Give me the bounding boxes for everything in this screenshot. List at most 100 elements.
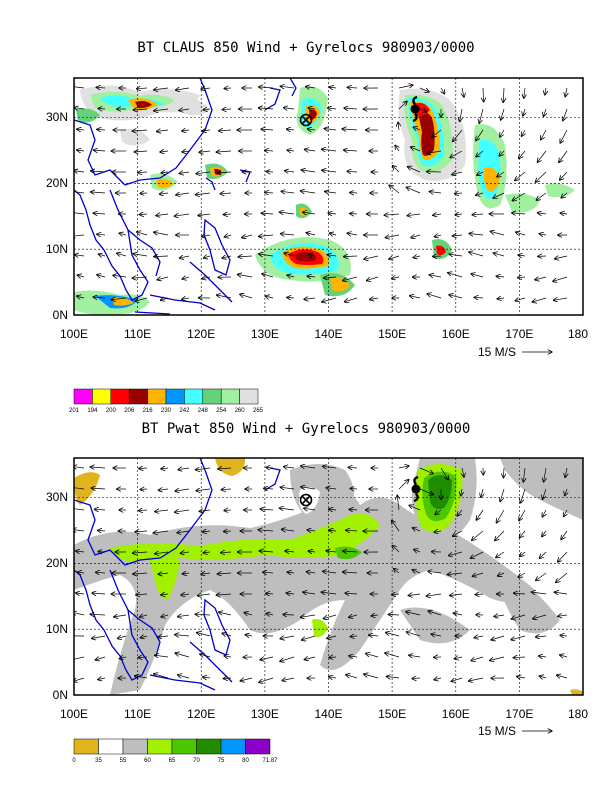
wind-vector (140, 489, 148, 490)
wind-vector (139, 214, 148, 215)
wind-vector (406, 612, 421, 616)
wind-vector (544, 467, 546, 482)
x-tick-label: 100E (60, 707, 88, 721)
wind-vector (513, 593, 526, 594)
y-axis-labels-claus: 0N 10N 20N 30N (46, 110, 68, 322)
wind-vector (260, 509, 274, 510)
wind-vector (279, 212, 295, 214)
wind-vector (391, 277, 400, 279)
wind-vector (306, 572, 316, 573)
wind-vector (398, 85, 413, 88)
wind-vector (392, 166, 400, 173)
wind-vector (493, 253, 505, 256)
wind-vector (479, 108, 484, 124)
wind-vector (202, 277, 211, 279)
wind-vector (264, 150, 274, 151)
wind-vector (266, 172, 274, 173)
wind-vector (74, 212, 85, 215)
wind-vector (287, 150, 295, 151)
colorbar-label: 265 (253, 408, 264, 414)
wind-vector (266, 593, 274, 594)
wind-vector (343, 150, 358, 151)
wind-vector (77, 572, 85, 573)
wind-vector (280, 656, 295, 661)
wind-vector (520, 488, 526, 503)
wind-vector (560, 635, 568, 636)
wind-vector (154, 109, 169, 111)
wind-vector (258, 108, 274, 109)
wind-vector (136, 232, 148, 235)
wind-vector (98, 678, 106, 680)
wind-vector (461, 488, 462, 496)
wind-vector (323, 614, 337, 619)
wind-vector (174, 510, 190, 512)
wind-vector (389, 256, 400, 259)
wind-vector (322, 297, 337, 302)
wind-vector (287, 275, 295, 277)
wind-vector (366, 653, 379, 658)
wind-vector (201, 235, 211, 237)
wind-vector (74, 108, 85, 109)
colorbar-swatch (220, 388, 240, 405)
wind-vector (512, 213, 526, 214)
wind-vector (284, 253, 295, 256)
wind-vector (261, 129, 274, 130)
wind-vector (301, 466, 316, 468)
wind-vector (553, 276, 568, 281)
wind-vector (135, 531, 148, 532)
vector-scale-claus: 15 M/S (478, 345, 552, 359)
wind-vector (176, 193, 190, 195)
colorbar-swatch (171, 738, 197, 755)
wind-vector (93, 213, 106, 214)
wind-vector (406, 187, 421, 194)
wind-vector (344, 108, 358, 109)
wind-vector (224, 510, 232, 511)
wind-vector (407, 167, 421, 173)
wind-vector (457, 509, 463, 516)
wind-vector (304, 149, 316, 151)
wind-vector (513, 657, 526, 658)
x-tick-label: 130E (251, 707, 279, 721)
wind-vector (96, 87, 106, 88)
wind-vector (74, 656, 85, 660)
wind-vector (178, 615, 190, 617)
x-axis-labels-pwat: 100E 110E 120E 130E 140E 150E 160E 170E … (60, 707, 588, 721)
x-tick-label: 120E (187, 327, 215, 341)
wind-vector (304, 298, 316, 299)
colorbar-swatch (73, 738, 99, 755)
wind-vector (564, 509, 568, 517)
wind-vector (301, 635, 316, 640)
wind-vector (518, 572, 526, 577)
wind-vector (434, 235, 442, 237)
wind-vector (138, 172, 148, 173)
colorbar-label: 55 (120, 758, 127, 764)
wind-vector (518, 277, 526, 278)
wind-vector (161, 172, 169, 173)
wind-vector (133, 109, 148, 110)
wind-vector (139, 615, 148, 617)
wind-vector (196, 489, 211, 491)
x-tick-label: 160E (442, 327, 470, 341)
wind-vector (300, 191, 316, 193)
wind-vector (392, 545, 400, 553)
wind-vector (398, 122, 399, 131)
wind-vector (155, 552, 169, 554)
wind-vector (157, 277, 169, 280)
wind-vector (92, 593, 106, 594)
wind-vector (347, 171, 358, 172)
wind-vector (308, 254, 316, 256)
wind-vector (306, 87, 316, 88)
wind-vector (140, 636, 148, 638)
wind-vector (94, 509, 106, 510)
wind-vector (559, 150, 568, 163)
wind-vector (237, 274, 253, 277)
wind-vector (554, 256, 568, 259)
x-tick-label: 170E (505, 327, 533, 341)
wind-vector (407, 214, 421, 216)
colorbar-label: 254 (216, 408, 227, 414)
colorbar-label: 242 (179, 408, 190, 414)
wind-vector (155, 510, 169, 512)
x-tick-label: 140E (314, 707, 342, 721)
wind-vector (199, 151, 211, 152)
